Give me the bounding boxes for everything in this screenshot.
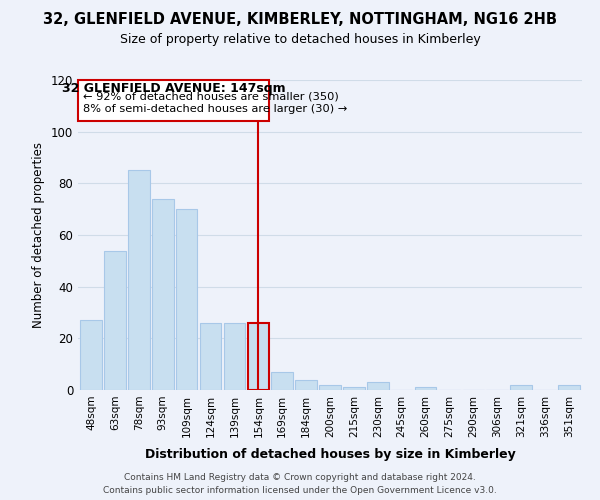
Bar (248, 323, 269, 390)
X-axis label: Distribution of detached houses by size in Kimberley: Distribution of detached houses by size … (145, 448, 515, 461)
Bar (295, 380, 317, 390)
Bar (558, 385, 580, 390)
Bar (104, 250, 126, 390)
Text: ← 92% of detached houses are smaller (350): ← 92% of detached houses are smaller (35… (83, 92, 339, 102)
Y-axis label: Number of detached properties: Number of detached properties (32, 142, 45, 328)
Text: Size of property relative to detached houses in Kimberley: Size of property relative to detached ho… (119, 32, 481, 46)
Bar (176, 209, 197, 390)
Bar (367, 382, 389, 390)
Bar (224, 323, 245, 390)
Text: 32, GLENFIELD AVENUE, KIMBERLEY, NOTTINGHAM, NG16 2HB: 32, GLENFIELD AVENUE, KIMBERLEY, NOTTING… (43, 12, 557, 28)
Text: Contains HM Land Registry data © Crown copyright and database right 2024.
Contai: Contains HM Land Registry data © Crown c… (103, 473, 497, 495)
Bar (511, 385, 532, 390)
Bar (343, 388, 365, 390)
Bar (80, 320, 102, 390)
Bar (200, 323, 221, 390)
Text: 8% of semi-detached houses are larger (30) →: 8% of semi-detached houses are larger (3… (83, 104, 347, 114)
Text: 32 GLENFIELD AVENUE: 147sqm: 32 GLENFIELD AVENUE: 147sqm (62, 82, 286, 94)
Bar (128, 170, 149, 390)
Bar (152, 199, 173, 390)
Bar (319, 385, 341, 390)
FancyBboxPatch shape (78, 80, 269, 122)
Bar (271, 372, 293, 390)
Bar (415, 388, 436, 390)
